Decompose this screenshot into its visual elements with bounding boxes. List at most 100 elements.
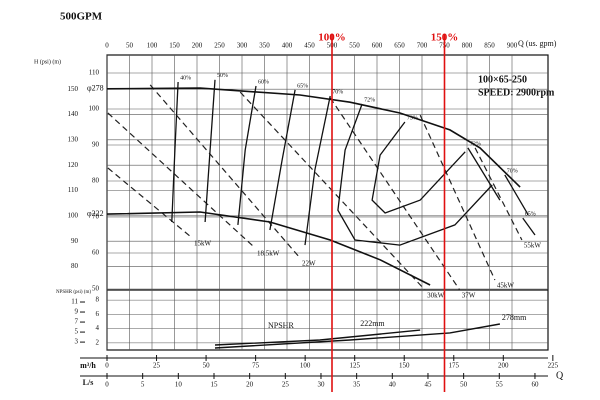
efficiency-curve (337, 103, 493, 246)
head-curve (106, 87, 521, 188)
x3-axis-title: L/s (83, 378, 94, 387)
efficiency-label: 72% (364, 97, 375, 103)
y-tick-label: 90 (92, 141, 100, 149)
x3-tick-label: 10 (175, 381, 183, 389)
efficiency-label: 73% (407, 115, 418, 121)
x-tick-label: 0 (105, 42, 109, 50)
x-tick-label: 850 (484, 42, 495, 50)
x3-tick-label: 60 (531, 381, 539, 389)
percent-label: 150% (431, 32, 459, 44)
efficiency-curve (171, 81, 179, 223)
y2-tick-label: 110 (68, 186, 79, 194)
efficiency-curve (467, 147, 501, 201)
y-tick-label: 50 (92, 285, 100, 293)
head-curve (106, 211, 431, 286)
x-tick-label: 700 (417, 42, 428, 50)
power-label: 55kW (524, 242, 542, 250)
efficiency-curve (504, 174, 529, 216)
speed: SPEED: 2900rpm (478, 87, 555, 98)
power-curve (329, 97, 461, 291)
x2-tick-label: 25 (153, 362, 161, 370)
efficiency-curve (269, 89, 296, 231)
x3-tick-label: 35 (353, 381, 361, 389)
x-bottom-title: Q (556, 370, 564, 381)
x2-tick-label: 225 (548, 362, 559, 370)
head-label: φ278 (87, 84, 104, 93)
model: 100×65-250 (478, 74, 527, 85)
power-curve (107, 167, 193, 239)
efficiency-curve (304, 95, 331, 246)
power-label: 45kW (497, 282, 515, 290)
x2-tick-label: 175 (449, 362, 460, 370)
y-tick-label: 110 (89, 69, 100, 77)
power-label: 30kW (427, 292, 445, 300)
y2-tick-label: 150 (68, 85, 79, 93)
npsh-tick-label: 8 (96, 296, 100, 304)
x3-tick-label: 20 (246, 381, 254, 389)
efficiency-curve (204, 79, 216, 223)
efficiency-curve (522, 217, 536, 236)
x3-tick-label: 25 (282, 381, 290, 389)
efficiency-label: 60% (258, 79, 269, 85)
x-tick-label: 350 (259, 42, 270, 50)
y-tick-label: 100 (89, 105, 100, 113)
npsh-psi-tick-label: 7 (75, 318, 79, 326)
x-tick-label: 150 (169, 42, 180, 50)
efficiency-label: 40% (180, 75, 191, 81)
npsh-tick-label: 2 (96, 338, 100, 346)
y2-tick-label: 100 (68, 211, 79, 219)
npsh-axis-title: NPSHR (psi) (m) (56, 290, 91, 295)
y-tick-label: 60 (92, 249, 100, 257)
y2-tick-label: 80 (71, 262, 79, 270)
x2-axis-title: m³/h (80, 361, 96, 370)
efficiency-label: 70% (332, 89, 343, 95)
header: 500GPM (60, 11, 103, 23)
x2-tick-label: 0 (105, 362, 109, 370)
efficiency-label: 50% (217, 73, 228, 79)
npsh-curves-label: NPSHR (268, 321, 294, 330)
power-curve (419, 114, 496, 281)
x-tick-label: 800 (462, 42, 473, 50)
x-tick-label: 600 (372, 42, 383, 50)
x2-tick-label: 75 (252, 362, 260, 370)
x-tick-label: 450 (304, 42, 315, 50)
y2-tick-label: 90 (71, 237, 79, 245)
npsh-tick-label: 4 (96, 324, 100, 332)
head-label: φ222 (87, 209, 104, 218)
power-label: 22W (302, 260, 316, 268)
x3-tick-label: 30 (317, 381, 325, 389)
y2-tick-label: 140 (68, 110, 79, 118)
x2-tick-label: 150 (399, 362, 410, 370)
y2-tick-label: 130 (68, 135, 79, 143)
npsh-curve (214, 329, 421, 346)
power-label: 18.5kW (257, 250, 280, 258)
x-tick-label: 250 (214, 42, 225, 50)
efficiency-label: 70% (507, 168, 518, 174)
npsh-tick-label: 6 (96, 310, 100, 318)
power-label: 37W (462, 292, 476, 300)
y-axis-title: H (psi) (m) (34, 58, 61, 65)
x3-tick-label: 50 (460, 381, 468, 389)
y2-tick-label: 120 (68, 161, 79, 169)
x2-tick-label: 200 (498, 362, 509, 370)
efficiency-label: 65% (525, 211, 536, 217)
x2-tick-label: 125 (349, 362, 360, 370)
x3-tick-label: 5 (141, 381, 145, 389)
npsh-curve (214, 323, 501, 349)
power-curve (107, 112, 256, 249)
x3-tick-label: 45 (424, 381, 432, 389)
y-tick-label: 70 (92, 213, 100, 221)
x3-tick-label: 15 (210, 381, 218, 389)
x3-tick-label: 40 (389, 381, 397, 389)
npsh-label: 222mm (360, 319, 385, 328)
x-tick-label: 650 (394, 42, 405, 50)
npsh-psi-tick-label: 5 (75, 328, 79, 336)
x2-tick-label: 100 (300, 362, 311, 370)
y-tick-label: 80 (92, 177, 100, 185)
x-tick-label: 200 (192, 42, 203, 50)
x-tick-label: 400 (282, 42, 293, 50)
efficiency-curve (237, 85, 257, 225)
npsh-label: 278mm (502, 313, 527, 322)
x-tick-label: 100 (147, 42, 158, 50)
